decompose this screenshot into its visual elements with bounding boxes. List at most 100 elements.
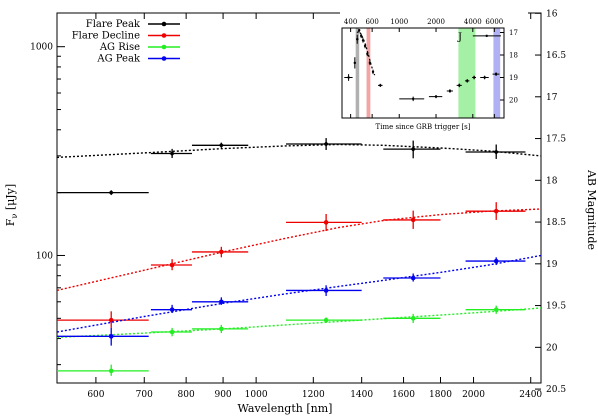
data-point <box>219 299 224 305</box>
y2-tick-label: 16.5 <box>546 51 566 61</box>
inset-data-point <box>458 84 461 87</box>
data-point <box>493 149 499 155</box>
data-point <box>323 317 329 323</box>
y2-tick-label: 20 <box>546 343 558 353</box>
shaded-region <box>458 28 476 118</box>
y-axis-label-unit: [μJy] <box>4 184 17 214</box>
data-point <box>108 317 114 323</box>
inset-x-tick-label: 1000 <box>390 18 408 26</box>
inset-data-point <box>366 52 369 56</box>
x-tick-label: 800 <box>178 390 195 400</box>
data-point <box>493 307 499 312</box>
data-point <box>169 262 175 268</box>
inset-data-point <box>347 76 350 79</box>
legend-label: AG Rise <box>99 42 140 53</box>
x-tick-label: 1400 <box>350 390 373 400</box>
inset-data-point <box>379 84 382 87</box>
inset-model-curve <box>356 30 376 76</box>
legend-label: Flare Decline <box>72 31 140 42</box>
inset-x-tick-label: 4000 <box>464 18 482 26</box>
data-point <box>493 208 499 214</box>
y2-tick-label: 18 <box>546 176 558 186</box>
plot-frame <box>56 12 542 384</box>
y2-axis-label: AB Magnitude <box>585 169 598 250</box>
series-3 <box>56 254 542 346</box>
data-point <box>410 316 416 321</box>
shaded-region <box>493 28 501 118</box>
inset-x-tick-label: 6000 <box>485 18 503 26</box>
inset-data-point <box>448 89 452 93</box>
inset-data-point <box>494 72 498 76</box>
y2-tick-label: 16 <box>546 9 558 19</box>
inset-data-point <box>361 39 365 42</box>
series-0 <box>56 138 542 196</box>
inset-frame <box>341 27 505 119</box>
inset-data-point <box>363 44 367 48</box>
legend-swatch-marker <box>161 56 167 61</box>
inset-y-tick-label: 19 <box>509 74 518 82</box>
inset-light-curve: 400 600 1000 2000 4000 6000 17 18 19 20 J Time sinc… <box>340 12 528 132</box>
inset-x-tick-label: 400 <box>344 18 357 26</box>
inset-x-axis-label: Time since GRB trigger [s] <box>376 123 471 131</box>
inset-y-tick-label: 17 <box>509 29 518 37</box>
data-point <box>169 307 175 312</box>
data-point <box>323 288 329 293</box>
x-tick-label: 1000 <box>245 390 268 400</box>
series-2 <box>56 305 542 376</box>
inset-y-tick-label: 18 <box>509 52 518 60</box>
inset-x-tick-label: 600 <box>365 18 378 26</box>
data-point <box>108 334 114 339</box>
inset-data-point <box>353 61 357 65</box>
inset-y-tick-label: 20 <box>509 97 518 105</box>
inset-panel-label: J <box>457 32 462 43</box>
data-point <box>219 326 224 332</box>
y-tick-label: 1000 <box>30 43 53 53</box>
shaded-region <box>366 28 371 118</box>
fit-line <box>56 208 542 292</box>
fit-line <box>56 307 542 339</box>
data-point <box>169 150 175 157</box>
shaded-region <box>355 28 360 118</box>
inset-data-point <box>472 76 476 79</box>
data-point <box>219 249 224 255</box>
y2-tick-label: 20.5 <box>546 385 566 395</box>
data-point <box>218 142 224 148</box>
y2-tick-label: 17.5 <box>546 135 566 145</box>
y-axis-label: Fν [μJy] <box>4 184 19 226</box>
x-tick-label: 1200 <box>302 390 325 400</box>
y-axis-label-sub: ν <box>10 214 19 219</box>
inset-data-point <box>371 70 375 74</box>
legend-swatch-marker <box>161 21 167 27</box>
inset-data-point <box>434 95 438 98</box>
main-plot: 600 700 800 900 1000 1200 1400 1600 1800 2000 2400… <box>30 9 566 400</box>
axis-labels: Wavelength [nm] Fν [μJy] AB Magnitude <box>4 169 598 415</box>
legend-label: Flare Peak <box>86 19 141 30</box>
inset-data-point <box>485 34 488 38</box>
data-point <box>169 329 175 335</box>
legend-label: AG Peak <box>96 54 141 65</box>
data-point <box>108 368 114 374</box>
y2-tick-label: 18.5 <box>546 218 566 228</box>
fit-line <box>56 254 542 333</box>
data-point <box>323 141 329 147</box>
x-tick-label: 1800 <box>429 390 452 400</box>
y2-tick-label: 17 <box>546 93 558 103</box>
y2-tick-label: 19.5 <box>546 302 566 312</box>
x-tick-label: 600 <box>87 390 104 400</box>
data-point <box>493 258 499 264</box>
x-axis-label: Wavelength [nm] <box>238 402 333 415</box>
x-tick-label: 2000 <box>462 390 485 400</box>
inset-data-point <box>466 79 469 83</box>
inset-x-tick-label: 2000 <box>427 18 445 26</box>
fit-line <box>56 143 542 159</box>
inset-data-point <box>356 38 359 41</box>
x-tick-label: 2400 <box>519 390 542 400</box>
series-1 <box>56 202 542 328</box>
inset-data-point <box>483 76 486 79</box>
data-point <box>323 220 329 225</box>
legend-swatch-marker <box>161 44 167 50</box>
inset-data-point <box>357 29 361 32</box>
inset-data-point <box>411 97 415 101</box>
